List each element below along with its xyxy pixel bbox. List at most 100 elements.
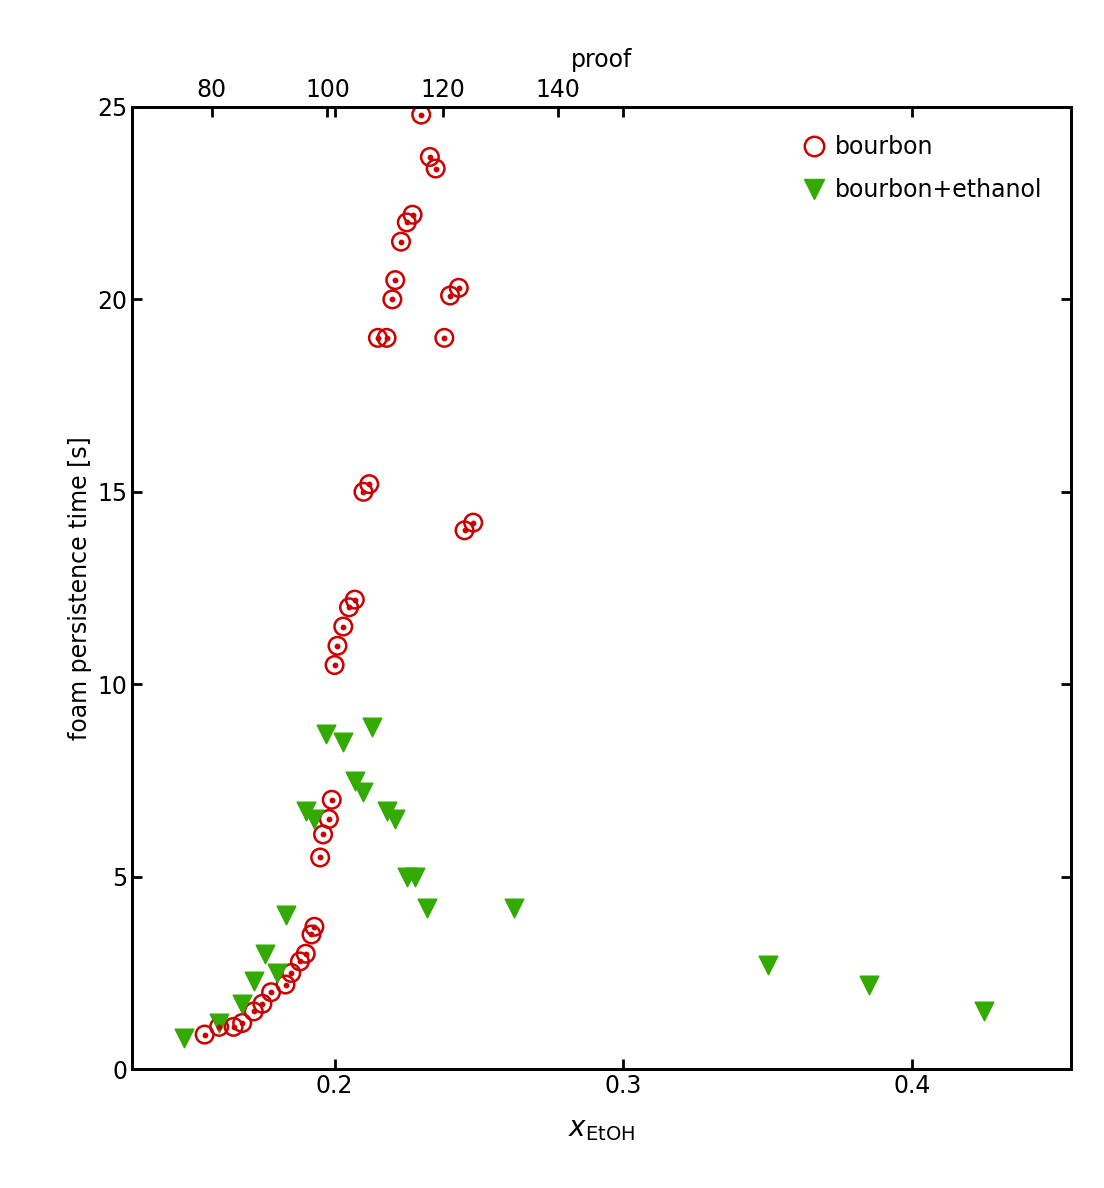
bourbon — [340, 598, 358, 617]
bourbon+ethanol — [505, 898, 522, 917]
bourbon+ethanol — [176, 1029, 193, 1048]
Point — [195, 1025, 213, 1044]
bourbon — [306, 917, 323, 936]
bourbon+ethanol — [397, 867, 415, 886]
bourbon — [435, 328, 453, 347]
bourbon — [254, 994, 272, 1013]
Y-axis label: foam persistence time [s]: foam persistence time [s] — [67, 436, 92, 740]
bourbon — [456, 520, 474, 539]
Point — [254, 994, 272, 1013]
bourbon — [210, 1017, 227, 1036]
bourbon — [233, 1013, 251, 1032]
Point — [450, 278, 468, 297]
bourbon — [354, 482, 372, 501]
bourbon — [297, 944, 315, 963]
bourbon — [427, 159, 445, 178]
bourbon — [302, 925, 320, 944]
bourbon+ethanol — [406, 867, 424, 886]
bourbon — [326, 656, 343, 675]
Point — [404, 206, 422, 225]
Point — [306, 917, 323, 936]
Point — [283, 963, 300, 982]
bourbon+ethanol — [386, 809, 404, 828]
Point — [210, 1017, 227, 1036]
bourbon+ethanol — [256, 944, 274, 963]
bourbon — [322, 790, 340, 809]
Point — [263, 982, 280, 1001]
bourbon+ethanol — [363, 718, 381, 737]
bourbon — [421, 147, 438, 166]
bourbon+ethanol — [297, 802, 315, 821]
bourbon+ethanol — [317, 725, 335, 744]
bourbon — [335, 617, 352, 636]
Point — [413, 105, 431, 124]
Point — [291, 952, 309, 971]
Point — [225, 1017, 243, 1036]
bourbon — [450, 278, 468, 297]
bourbon — [346, 590, 363, 609]
bourbon — [397, 213, 415, 232]
bourbon+ethanol — [268, 963, 286, 982]
bourbon — [465, 513, 482, 532]
Point — [392, 232, 410, 251]
Point — [320, 809, 338, 828]
bourbon+ethanol — [306, 809, 323, 828]
bourbon — [320, 809, 338, 828]
Point — [360, 475, 378, 494]
X-axis label: $x_\mathrm{EtOH}$: $x_\mathrm{EtOH}$ — [569, 1114, 635, 1143]
Point — [302, 925, 320, 944]
Point — [427, 159, 445, 178]
bourbon — [369, 328, 386, 347]
Point — [326, 656, 343, 675]
bourbon+ethanol — [354, 783, 372, 802]
bourbon+ethanol — [378, 802, 395, 821]
bourbon — [315, 824, 332, 843]
bourbon+ethanol — [233, 994, 251, 1013]
bourbon — [245, 1001, 263, 1020]
bourbon+ethanol — [758, 956, 776, 975]
bourbon+ethanol — [210, 1013, 227, 1032]
bourbon — [442, 286, 459, 305]
Point — [233, 1013, 251, 1032]
Point — [435, 328, 453, 347]
bourbon+ethanol — [418, 898, 436, 917]
Point — [456, 520, 474, 539]
Point — [322, 790, 340, 809]
Point — [383, 290, 401, 309]
Point — [245, 1001, 263, 1020]
bourbon+ethanol — [860, 975, 878, 994]
bourbon — [311, 848, 329, 867]
Point — [397, 213, 415, 232]
bourbon — [378, 328, 395, 347]
Point — [340, 598, 358, 617]
X-axis label: proof: proof — [571, 48, 633, 72]
bourbon — [392, 232, 410, 251]
bourbon+ethanol — [245, 971, 263, 990]
bourbon — [386, 271, 404, 290]
Point — [297, 944, 315, 963]
bourbon — [195, 1025, 213, 1044]
bourbon — [291, 952, 309, 971]
Point — [421, 147, 438, 166]
bourbon — [263, 982, 280, 1001]
Point — [465, 513, 482, 532]
Legend: bourbon, bourbon+ethanol: bourbon, bourbon+ethanol — [795, 126, 1052, 211]
bourbon — [277, 975, 295, 994]
Point — [335, 617, 352, 636]
Point — [311, 848, 329, 867]
bourbon+ethanol — [976, 1001, 994, 1020]
bourbon+ethanol — [335, 733, 352, 752]
Point — [442, 286, 459, 305]
Point — [386, 271, 404, 290]
bourbon — [225, 1017, 243, 1036]
Point — [354, 482, 372, 501]
Point — [277, 975, 295, 994]
Point — [378, 328, 395, 347]
Point — [346, 590, 363, 609]
Point — [329, 637, 347, 656]
bourbon — [404, 206, 422, 225]
bourbon+ethanol — [346, 771, 363, 790]
bourbon — [413, 105, 431, 124]
Point — [315, 824, 332, 843]
bourbon — [360, 475, 378, 494]
